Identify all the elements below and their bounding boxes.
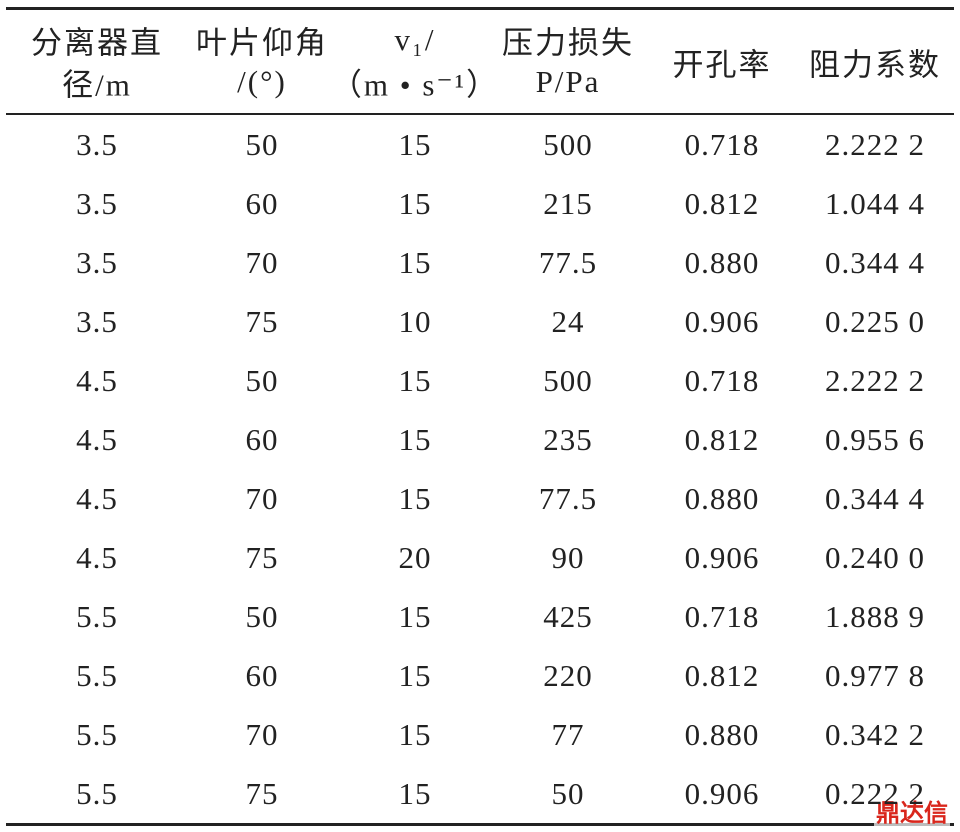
header-rule [6, 113, 954, 115]
table-cell: 20 [398, 540, 432, 575]
table-cell: 50 [245, 599, 279, 634]
table-cell: 0.344 4 [825, 245, 925, 280]
table-cell: 4.5 [76, 540, 118, 575]
table-cell: 50 [245, 363, 279, 398]
table-cell: 1.888 9 [825, 599, 925, 634]
table-cell: 220 [543, 658, 593, 693]
table-cell: 425 [543, 599, 593, 634]
header-cell: 径/m [62, 67, 132, 103]
table-cell: 15 [398, 717, 432, 752]
header-cell: v₁/ [394, 22, 436, 57]
table-cell: 3.5 [76, 245, 118, 280]
table-cell: 75 [245, 540, 279, 575]
table-cell: 0.880 [684, 717, 760, 752]
table-cell: 0.344 4 [825, 481, 925, 516]
table-cell: 77.5 [538, 481, 598, 516]
table-cell: 75 [245, 776, 279, 811]
table-cell: 0.977 8 [825, 658, 925, 693]
table-cell: 15 [398, 422, 432, 457]
table-cell: 4.5 [76, 422, 118, 457]
table-cell: 500 [543, 127, 593, 162]
table-cell: 77.5 [538, 245, 598, 280]
table-cell: 0.718 [684, 599, 760, 634]
table-cell: 5.5 [76, 776, 118, 811]
table-cell: 15 [398, 363, 432, 398]
top-rule [6, 7, 954, 10]
bottom-rule [6, 823, 954, 826]
table-cell: 0.718 [684, 127, 760, 162]
table-cell: 0.955 6 [825, 422, 925, 457]
table-cell: 0.906 [684, 304, 760, 339]
table-cell: 4.5 [76, 363, 118, 398]
table-cell: 15 [398, 776, 432, 811]
table-cell: 70 [245, 245, 279, 280]
table-cell: 70 [245, 717, 279, 752]
table-cell: 0.222 2 [825, 776, 925, 811]
table-cell: 0.906 [684, 540, 760, 575]
table-cell: 4.5 [76, 481, 118, 516]
table-cell: 10 [398, 304, 432, 339]
table-cell: 0.225 0 [825, 304, 925, 339]
table-cell: 3.5 [76, 304, 118, 339]
table-cell: 90 [551, 540, 585, 575]
table-cell: 500 [543, 363, 593, 398]
header-cell: 压力损失 [502, 25, 634, 61]
table-cell: 24 [551, 304, 585, 339]
header-cell: 叶片仰角 [196, 25, 328, 61]
table-cell: 0.812 [684, 422, 760, 457]
table-cell: 215 [543, 186, 593, 221]
table-cell: 60 [245, 186, 279, 221]
table-cell: 3.5 [76, 127, 118, 162]
table-cell: 0.880 [684, 245, 760, 280]
table-cell: 50 [551, 776, 585, 811]
table-cell: 60 [245, 658, 279, 693]
table-cell: 1.044 4 [825, 186, 925, 221]
table-cell: 3.5 [76, 186, 118, 221]
table-cell: 0.342 2 [825, 717, 925, 752]
table-cell: 50 [245, 127, 279, 162]
table-cell: 15 [398, 127, 432, 162]
table-cell: 60 [245, 422, 279, 457]
table-cell: 77 [551, 717, 585, 752]
table-cell: 0.812 [684, 186, 760, 221]
table-cell: 15 [398, 186, 432, 221]
header-cell: （m • s⁻¹） [330, 67, 500, 103]
table-cell: 2.222 2 [825, 127, 925, 162]
header-cell: 分离器直 [31, 25, 163, 61]
table-cell: 5.5 [76, 658, 118, 693]
table-cell: 70 [245, 481, 279, 516]
header-cell: 阻力系数 [809, 47, 941, 83]
table-cell: 5.5 [76, 599, 118, 634]
table-cell: 235 [543, 422, 593, 457]
header-cell: /(°) [237, 64, 287, 99]
table-cell: 5.5 [76, 717, 118, 752]
table-cell: 0.906 [684, 776, 760, 811]
table-cell: 15 [398, 245, 432, 280]
table-cell: 15 [398, 658, 432, 693]
table-cell: 75 [245, 304, 279, 339]
table-cell: 0.880 [684, 481, 760, 516]
table-cell: 15 [398, 599, 432, 634]
header-cell: 开孔率 [672, 47, 772, 83]
table-cell: 2.222 2 [825, 363, 925, 398]
header-cell: P/Pa [535, 64, 601, 99]
table-cell: 0.812 [684, 658, 760, 693]
watermark: 鼎达信 [874, 793, 950, 828]
table-cell: 15 [398, 481, 432, 516]
table-cell: 0.718 [684, 363, 760, 398]
table-cell: 0.240 0 [825, 540, 925, 575]
